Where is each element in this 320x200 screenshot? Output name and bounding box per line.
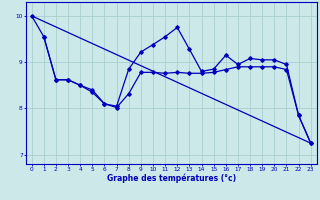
X-axis label: Graphe des températures (°c): Graphe des températures (°c) (107, 173, 236, 183)
